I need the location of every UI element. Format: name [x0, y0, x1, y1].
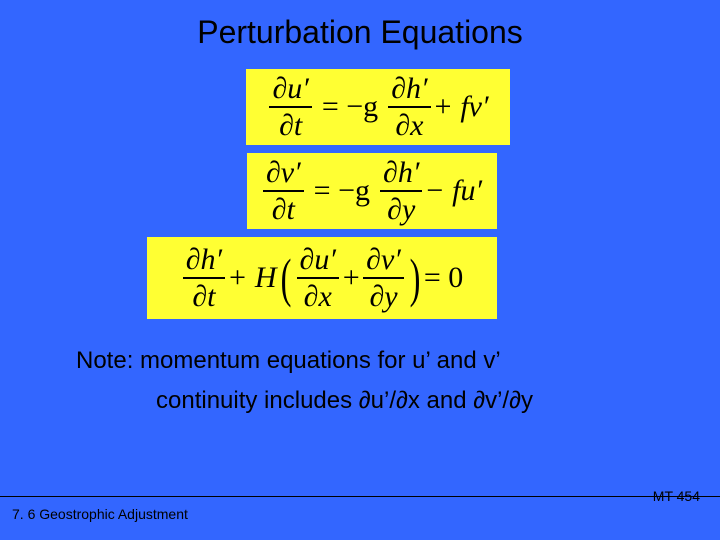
equations-block: ∂u′ ∂t = −g ∂h′ ∂x + fv′ ∂v′ ∂t = −g ∂h′… — [0, 69, 720, 319]
eq3-t3-den: ∂y — [366, 281, 400, 313]
eq3-t2-num: ∂u′ — [297, 244, 339, 276]
slide-title: Perturbation Equations — [0, 0, 720, 51]
footer-right: MT 454 — [653, 488, 700, 504]
eq3-eq0: = 0 — [424, 263, 463, 293]
note-line-1: Note: momentum equations for u’ and v’ — [76, 347, 720, 375]
eq1-rhs-den: ∂x — [392, 110, 426, 142]
footer-left: 7. 6 Geostrophic Adjustment — [12, 506, 188, 522]
equation-2: ∂v′ ∂t = −g ∂h′ ∂y − fu′ — [247, 153, 497, 229]
eq2-sign: = −g — [314, 176, 370, 206]
eq3-plus2: + — [341, 263, 361, 293]
eq2-rhs-num: ∂h′ — [380, 157, 422, 189]
eq2-tail: − fu′ — [424, 176, 482, 206]
eq1-lhs-num: ∂u′ — [269, 73, 311, 105]
eq1-tail: + fv′ — [433, 92, 489, 122]
eq1-sign: = −g — [322, 92, 378, 122]
eq3-t3-num: ∂v′ — [363, 244, 404, 276]
note-line-2: continuity includes ∂u’/∂x and ∂v’/∂y — [156, 387, 720, 415]
eq3-rparen: ) — [409, 254, 420, 303]
eq2-lhs-num: ∂v′ — [263, 157, 304, 189]
footer-divider — [0, 496, 720, 497]
eq1-rhs-num: ∂h′ — [388, 73, 430, 105]
eq1-lhs-den: ∂t — [276, 110, 305, 142]
eq3-plus1: + H — [227, 263, 276, 293]
eq3-t1-den: ∂t — [189, 281, 218, 313]
eq3-t2-den: ∂x — [301, 281, 335, 313]
equation-1: ∂u′ ∂t = −g ∂h′ ∂x + fv′ — [246, 69, 510, 145]
eq2-rhs-den: ∂y — [384, 194, 418, 226]
eq3-lparen: ( — [280, 254, 291, 303]
eq2-lhs-den: ∂t — [269, 194, 298, 226]
equation-3: ∂h′ ∂t + H ( ∂u′ ∂x + ∂v′ ∂y ) = 0 — [147, 237, 497, 319]
eq3-t1-num: ∂h′ — [183, 244, 225, 276]
